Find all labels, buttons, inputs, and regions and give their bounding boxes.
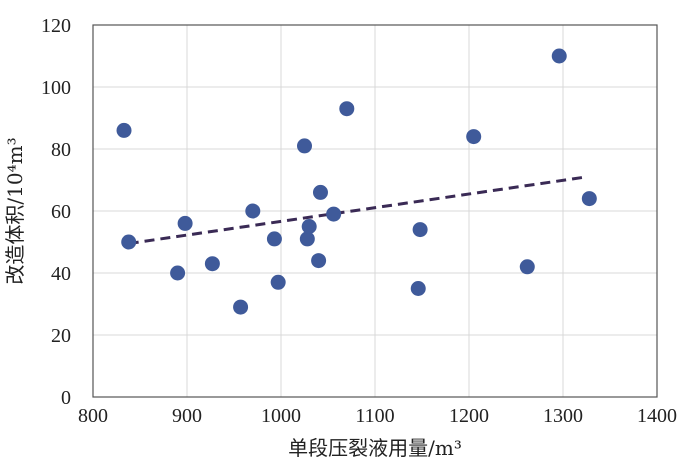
y-tick-label: 60 (51, 201, 71, 223)
x-axis-title: 单段压裂液用量/m³ (288, 436, 462, 460)
data-point (311, 253, 327, 269)
data-point (410, 281, 426, 296)
data-point (233, 299, 249, 315)
data-points (116, 48, 597, 315)
x-tick-label: 1100 (355, 405, 394, 427)
x-tick-label: 1400 (637, 405, 677, 427)
data-point (301, 219, 317, 234)
data-point (581, 191, 597, 207)
y-tick-label: 20 (51, 325, 71, 347)
y-tick-label: 80 (51, 139, 71, 161)
y-tick-label: 40 (51, 263, 71, 285)
data-point (466, 129, 482, 145)
data-point (326, 206, 342, 222)
trendline (128, 175, 587, 246)
data-point (297, 138, 312, 154)
x-tick-label: 800 (78, 405, 108, 427)
data-point (551, 48, 567, 64)
data-point (299, 231, 315, 247)
tick-labels: 800 900 1000 1100 1200 1300 1400 0 20 40 60 80 100 12… (41, 15, 677, 427)
x-tick-label: 1200 (449, 405, 489, 427)
data-point (204, 256, 220, 272)
x-tick-label: 900 (172, 405, 202, 427)
y-tick-label: 100 (41, 77, 71, 99)
x-tick-label: 1000 (261, 405, 301, 427)
data-point (170, 265, 186, 281)
y-tick-label: 0 (61, 387, 71, 409)
y-axis-title: 改造体积/10⁴m³ (3, 137, 27, 284)
x-tick-label: 1300 (543, 405, 583, 427)
data-point (412, 222, 428, 238)
data-point (312, 184, 328, 200)
grid (93, 25, 657, 397)
data-point (339, 101, 355, 117)
data-point (519, 259, 535, 275)
data-point (177, 215, 193, 231)
trendline-layer (128, 175, 587, 246)
y-tick-label: 120 (41, 15, 71, 37)
data-point (121, 234, 137, 250)
data-point (245, 203, 261, 219)
data-point (266, 231, 282, 247)
data-point (116, 122, 132, 138)
plot-area-frame (92, 24, 658, 398)
data-point (270, 274, 286, 290)
